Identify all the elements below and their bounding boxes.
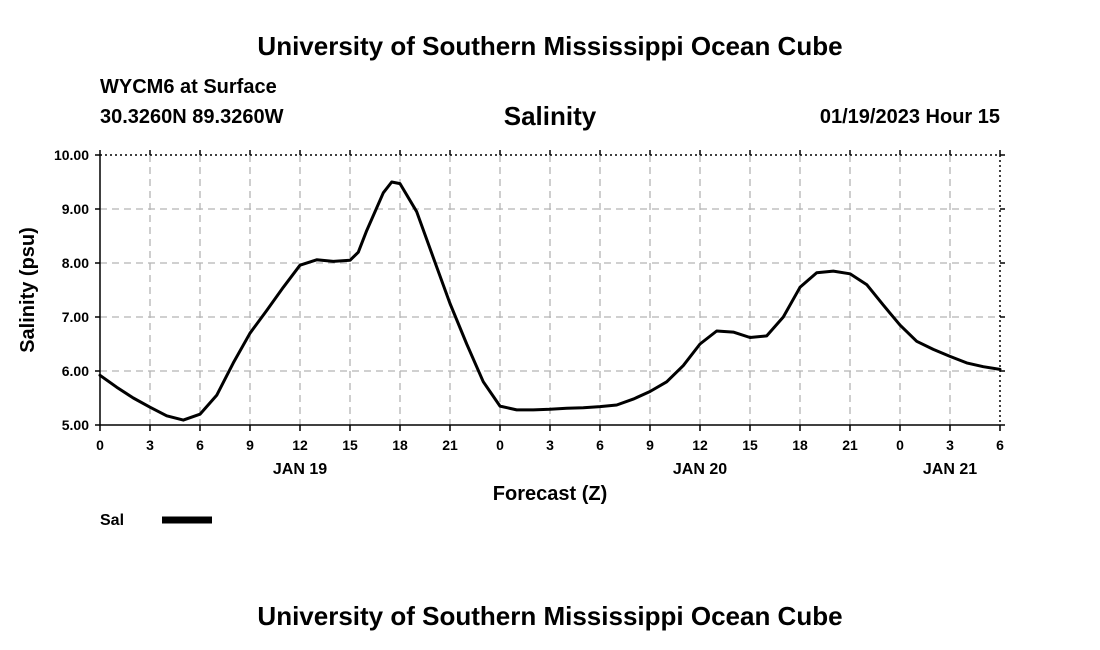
- x-tick-label: 0: [496, 437, 504, 453]
- series-layer: [98, 180, 1002, 422]
- x-tick-label: 6: [596, 437, 604, 453]
- x-tick-label: 3: [946, 437, 954, 453]
- forecast-timestamp: 01/19/2023 Hour 15: [819, 106, 1000, 128]
- day-label: JAN 21: [923, 461, 977, 478]
- series-line-sal: [98, 180, 1002, 422]
- page-title: University of Southern Mississippi Ocean…: [257, 31, 843, 61]
- axes-layer: [95, 150, 1005, 431]
- x-tick-label: 0: [896, 437, 904, 453]
- coordinates-label: 30.3260N 89.3260W: [100, 106, 284, 128]
- y-tick-label: 6.00: [62, 363, 89, 379]
- x-tick-label: 0: [96, 437, 104, 453]
- x-tick-label: 12: [692, 437, 708, 453]
- station-label: WYCM6 at Surface: [100, 76, 277, 98]
- y-tick-label: 5.00: [62, 417, 89, 433]
- x-tick-label: 9: [646, 437, 654, 453]
- footer-title: University of Southern Mississippi Ocean…: [257, 601, 843, 631]
- x-tick-label: 12: [292, 437, 308, 453]
- chart-title: Salinity: [503, 101, 597, 131]
- x-tick-label: 3: [146, 437, 154, 453]
- y-axis-label: Salinity (psu): [17, 227, 39, 353]
- y-tick-label: 10.00: [54, 147, 89, 163]
- x-tick-label: 21: [842, 437, 858, 453]
- x-tick-label: 15: [742, 437, 758, 453]
- day-label: JAN 20: [673, 461, 727, 478]
- legend-label-sal: Sal: [100, 512, 124, 529]
- x-tick-label: 9: [246, 437, 254, 453]
- x-axis-label: Forecast (Z): [493, 483, 607, 505]
- y-tick-label: 9.00: [62, 201, 89, 217]
- day-label: JAN 19: [273, 461, 327, 478]
- x-tick-label: 6: [196, 437, 204, 453]
- labels-layer: 5.00 6.00 7.00 8.00 9.00 10.00 0 3 6 9 12 15 18 21 0 3 6…: [54, 147, 1004, 478]
- x-tick-label: 18: [792, 437, 808, 453]
- x-tick-label: 3: [546, 437, 554, 453]
- x-tick-label: 15: [342, 437, 358, 453]
- grid-layer: [100, 155, 1000, 425]
- y-tick-label: 7.00: [62, 309, 89, 325]
- x-tick-label: 6: [996, 437, 1004, 453]
- x-tick-label: 18: [392, 437, 408, 453]
- y-tick-label: 8.00: [62, 255, 89, 271]
- x-tick-label: 21: [442, 437, 458, 453]
- legend: Sal: [100, 512, 212, 529]
